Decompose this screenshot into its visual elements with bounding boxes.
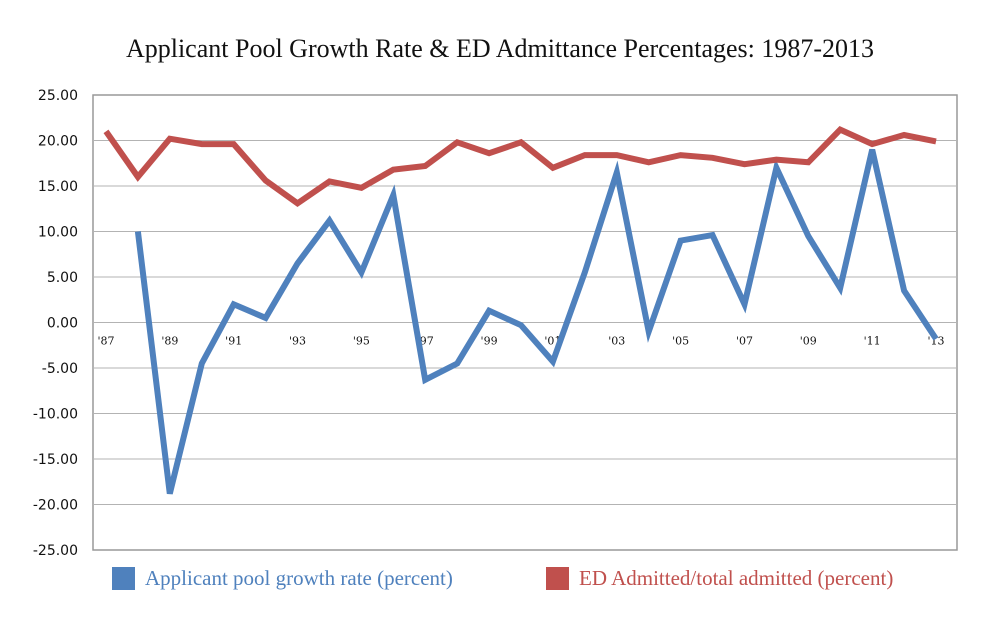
x-tick-label: '93: [289, 335, 306, 348]
series-line-growth: [134, 148, 939, 495]
y-tick-label: 15.00: [38, 179, 78, 195]
y-tick-label: -20.00: [33, 498, 78, 514]
chart-title: Applicant Pool Growth Rate & ED Admittan…: [125, 34, 875, 63]
x-tick-label: '87: [97, 335, 114, 348]
y-tick-label: 20.00: [38, 134, 78, 150]
x-tick-label: '05: [672, 335, 689, 348]
legend-item-ed: ED Admitted/total admitted (percent): [546, 566, 893, 591]
y-tick-label: -15.00: [33, 452, 78, 468]
y-tick-label: -25.00: [33, 543, 78, 559]
y-tick-label: 0.00: [47, 316, 78, 332]
x-tick-label: '95: [353, 335, 370, 348]
y-tick-label: 10.00: [38, 225, 78, 241]
legend-swatch-growth: [112, 567, 135, 590]
y-tick-label: 5.00: [47, 270, 78, 286]
legend-swatch-ed: [546, 567, 569, 590]
y-tick-label: 25.00: [38, 88, 78, 104]
x-tick-label: '11: [864, 335, 881, 348]
x-tick-label: '09: [800, 335, 817, 348]
x-tick-label: '03: [608, 335, 625, 348]
y-tick-label: -10.00: [33, 407, 78, 423]
x-tick-label: '91: [225, 335, 242, 348]
legend-item-growth: Applicant pool growth rate (percent): [112, 566, 453, 591]
series-line-ed: [103, 125, 937, 207]
legend-label-growth: Applicant pool growth rate (percent): [145, 566, 453, 590]
x-tick-label: '99: [481, 335, 498, 348]
legend-label-ed: ED Admitted/total admitted (percent): [579, 566, 894, 590]
y-tick-label: -5.00: [42, 361, 78, 377]
x-tick-label: '07: [736, 335, 753, 348]
x-tick-label: '89: [161, 335, 178, 348]
